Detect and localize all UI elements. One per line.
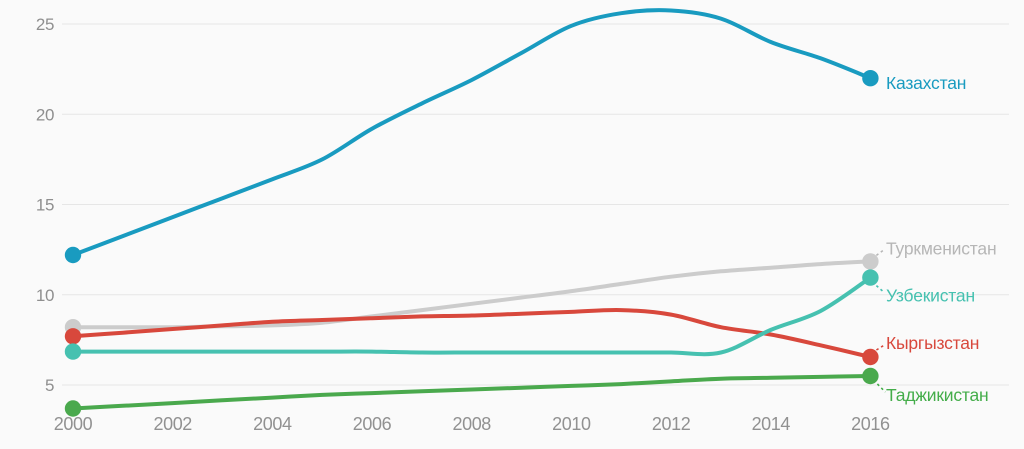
uzbekistan-start-dot[interactable]	[64, 343, 82, 360]
tajikistan-label[interactable]: Таджикистан	[886, 385, 989, 405]
x-axis: 2000 2002 2004 2006 2008 2010 2012 2014 2016	[54, 414, 891, 434]
series-tajikistan: Таджикистан	[64, 367, 989, 417]
kyrgyzstan-end-dot[interactable]	[862, 348, 879, 366]
turkmenistan-label[interactable]: Туркменистан	[886, 238, 997, 258]
series-uzbekistan: Узбекистан	[64, 269, 975, 360]
tajikistan-label-connector	[876, 383, 886, 393]
tajikistan-start-dot[interactable]	[64, 400, 82, 417]
kazakhstan-label[interactable]: Казахстан	[886, 73, 966, 93]
y-tick-label: 25	[36, 15, 54, 34]
kyrgyzstan-start-dot[interactable]	[64, 328, 82, 345]
kazakhstan-line[interactable]	[71, 8, 873, 257]
x-tick-label: 2006	[353, 414, 392, 434]
tajikistan-line[interactable]	[71, 374, 873, 411]
y-tick-label: 5	[45, 376, 54, 395]
y-tick-label: 20	[36, 105, 54, 124]
x-tick-label: 2004	[253, 414, 292, 434]
tajikistan-end-dot[interactable]	[862, 367, 879, 385]
kazakhstan-start-dot[interactable]	[64, 246, 82, 264]
kyrgyzstan-line[interactable]	[71, 308, 873, 359]
kyrgyzstan-label[interactable]: Кыргызстан	[886, 333, 979, 353]
uzbekistan-end-dot[interactable]	[862, 269, 879, 286]
x-tick-label: 2014	[752, 414, 791, 434]
turkmenistan-end-dot[interactable]	[862, 253, 879, 270]
x-tick-label: 2016	[851, 414, 890, 434]
series-kyrgyzstan: Кыргызстан	[64, 308, 979, 366]
x-tick-label: 2002	[153, 414, 192, 434]
gridlines: 5 10 15 20 25	[36, 15, 1009, 395]
y-tick-label: 15	[36, 196, 54, 215]
x-tick-label: 2010	[552, 414, 591, 434]
x-tick-label: 2000	[54, 414, 93, 434]
kyrgyzstan-label-connector	[875, 344, 885, 351]
uzbekistan-label[interactable]: Узбекистан	[886, 286, 975, 306]
series-kazakhstan: Казахстан	[64, 8, 966, 264]
x-tick-label: 2012	[652, 414, 691, 434]
y-tick-label: 10	[36, 286, 54, 305]
x-tick-label: 2008	[452, 414, 491, 434]
turkmenistan-label-connector	[875, 248, 885, 257]
uzbekistan-line[interactable]	[71, 275, 873, 357]
kazakhstan-end-dot[interactable]	[862, 70, 879, 87]
uzbekistan-label-connector	[875, 284, 885, 294]
